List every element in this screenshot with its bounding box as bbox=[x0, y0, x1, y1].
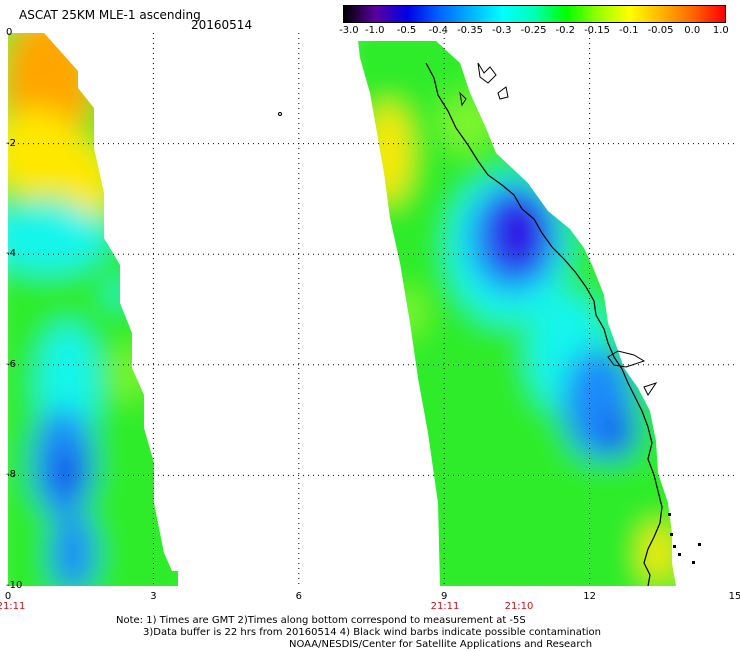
left-swath-blob bbox=[8, 108, 83, 198]
chart-title: ASCAT 25KM MLE-1 ascending bbox=[19, 8, 201, 22]
right-swath-blob bbox=[390, 288, 426, 338]
right-swath-blob bbox=[600, 408, 636, 458]
colorbar-tick-label: -0.05 bbox=[647, 25, 674, 36]
contamination-mark bbox=[678, 553, 681, 556]
x-tick-label: 12 bbox=[583, 591, 596, 602]
y-tick-label: -8 bbox=[6, 469, 16, 481]
x-tick-label: 3 bbox=[150, 591, 157, 602]
contamination-mark bbox=[698, 543, 701, 546]
x-tick-label: 15 bbox=[728, 591, 740, 602]
chart-date: 20160514 bbox=[191, 18, 253, 32]
pass-time-right: 21:10 bbox=[504, 601, 534, 612]
colorbar-tick-label: -0.5 bbox=[396, 25, 417, 36]
isolated-point bbox=[278, 112, 282, 116]
x-tick-label: 0 bbox=[4, 591, 12, 602]
note-line-2: 3)Data buffer is 22 hrs from 20160514 4)… bbox=[143, 627, 601, 638]
colorbar-tick-label: -0.35 bbox=[457, 25, 483, 36]
colorbar-tick-label: -3.0 bbox=[339, 25, 359, 36]
right-swath-fill bbox=[358, 41, 676, 586]
colorbar-tick-label: -1.0 bbox=[364, 25, 385, 36]
left-swath-blob bbox=[110, 343, 146, 403]
right-swath-blob bbox=[488, 193, 548, 273]
pass-time-middle: 21:11 bbox=[430, 601, 460, 612]
left-swath-blob bbox=[106, 281, 130, 305]
map-plot bbox=[8, 33, 735, 586]
y-tick-label: -2 bbox=[6, 137, 16, 149]
note-line-1: Note: 1) Times are GMT 2)Times along bot… bbox=[116, 615, 526, 626]
left-swath-blob bbox=[52, 451, 84, 495]
colorbar-tick-label: -0.2 bbox=[555, 25, 576, 36]
contamination-mark bbox=[673, 545, 676, 548]
y-tick-label: 0 bbox=[6, 27, 13, 38]
right-swath bbox=[358, 41, 676, 586]
colorbar-tick-label: -0.1 bbox=[618, 25, 639, 36]
colorbar-tick-label: 0.0 bbox=[684, 25, 701, 36]
left-swath-blob bbox=[51, 513, 95, 586]
colorbar-tick-label: -0.4 bbox=[428, 25, 449, 36]
y-tick-label: -6 bbox=[6, 358, 16, 370]
y-tick-label: -4 bbox=[6, 248, 16, 260]
colorbar-tick-label: -0.15 bbox=[584, 25, 610, 36]
right-swath-blob bbox=[366, 103, 410, 203]
colorbar bbox=[343, 5, 726, 23]
contamination-mark bbox=[692, 561, 695, 564]
left-swath-fill bbox=[8, 33, 178, 586]
colorbar-tick-label: 1.0 bbox=[712, 25, 729, 36]
colorbar-tick-label: -0.3 bbox=[491, 25, 512, 36]
contamination-mark bbox=[668, 513, 671, 516]
y-tick-label: -10 bbox=[6, 580, 23, 591]
right-swath-blob bbox=[642, 523, 674, 583]
left-swath bbox=[8, 33, 178, 586]
contamination-mark bbox=[670, 533, 673, 536]
x-tick-label: 9 bbox=[441, 591, 448, 602]
coastline bbox=[425, 62, 663, 586]
note-line-3: NOAA/NESDIS/Center for Satellite Applica… bbox=[289, 639, 593, 650]
pass-time-left: 21:11 bbox=[0, 601, 26, 612]
coastline-islands bbox=[459, 62, 658, 396]
colorbar-tick-label: -0.25 bbox=[520, 25, 547, 36]
left-swath-blob bbox=[8, 203, 108, 273]
x-tick-label: 6 bbox=[295, 591, 302, 602]
